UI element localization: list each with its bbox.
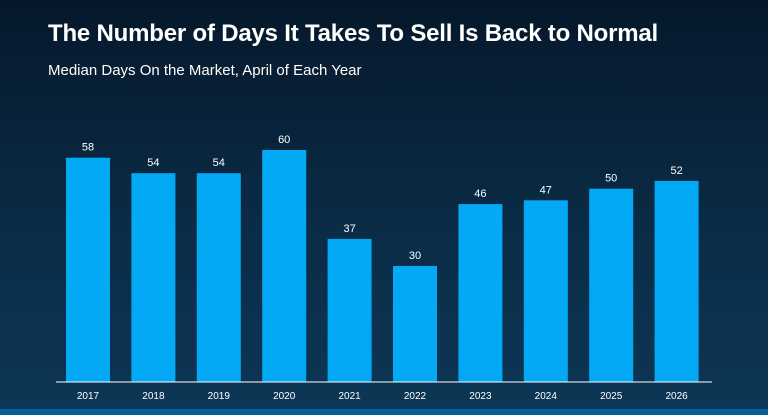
data-label-2022: 30: [409, 250, 421, 262]
bars-group: [66, 150, 699, 382]
data-label-2018: 54: [147, 157, 159, 169]
data-label-2019: 54: [213, 157, 225, 169]
data-label-2024: 47: [540, 184, 552, 196]
x-tick-label-2026: 2026: [665, 391, 688, 402]
bar-2018: [131, 173, 176, 382]
x-tick-label-2018: 2018: [142, 391, 165, 402]
x-tick-label-2024: 2024: [535, 391, 558, 402]
data-label-2026: 52: [670, 165, 682, 177]
bottom-band: [0, 409, 768, 415]
chart-title: The Number of Days It Takes To Sell Is B…: [48, 20, 659, 47]
bar-2022: [393, 266, 437, 382]
x-tick-label-2017: 2017: [77, 391, 100, 402]
data-label-2021: 37: [343, 223, 355, 235]
x-tick-label-2022: 2022: [404, 391, 427, 402]
data-labels-group: 58 54 54 60 37 30 46 47 50 52: [82, 134, 683, 262]
x-tick-label-2019: 2019: [208, 391, 231, 402]
x-tick-label-2025: 2025: [600, 391, 623, 402]
x-tick-label-2021: 2021: [338, 391, 361, 402]
bar-2020: [262, 150, 307, 382]
bar-2026: [654, 180, 699, 382]
data-label-2020: 60: [278, 134, 290, 146]
data-label-2025: 50: [605, 173, 617, 185]
bar-2024: [523, 200, 568, 382]
bar-2025: [589, 188, 634, 382]
bar-2023: [458, 204, 503, 382]
bar-2019: [196, 173, 241, 382]
x-tick-label-2020: 2020: [273, 391, 296, 402]
bar-2021: [327, 238, 372, 382]
x-tick-label-2023: 2023: [469, 391, 492, 402]
data-label-2023: 46: [474, 188, 486, 200]
data-label-2017: 58: [82, 142, 94, 154]
x-tick-labels-group: 2017 2018 2019 2020 2021 2022 2023 2024 2025 2026: [77, 391, 688, 402]
bar-2017: [66, 157, 110, 382]
chart-subtitle: Median Days On the Market, April of Each…: [48, 62, 362, 79]
